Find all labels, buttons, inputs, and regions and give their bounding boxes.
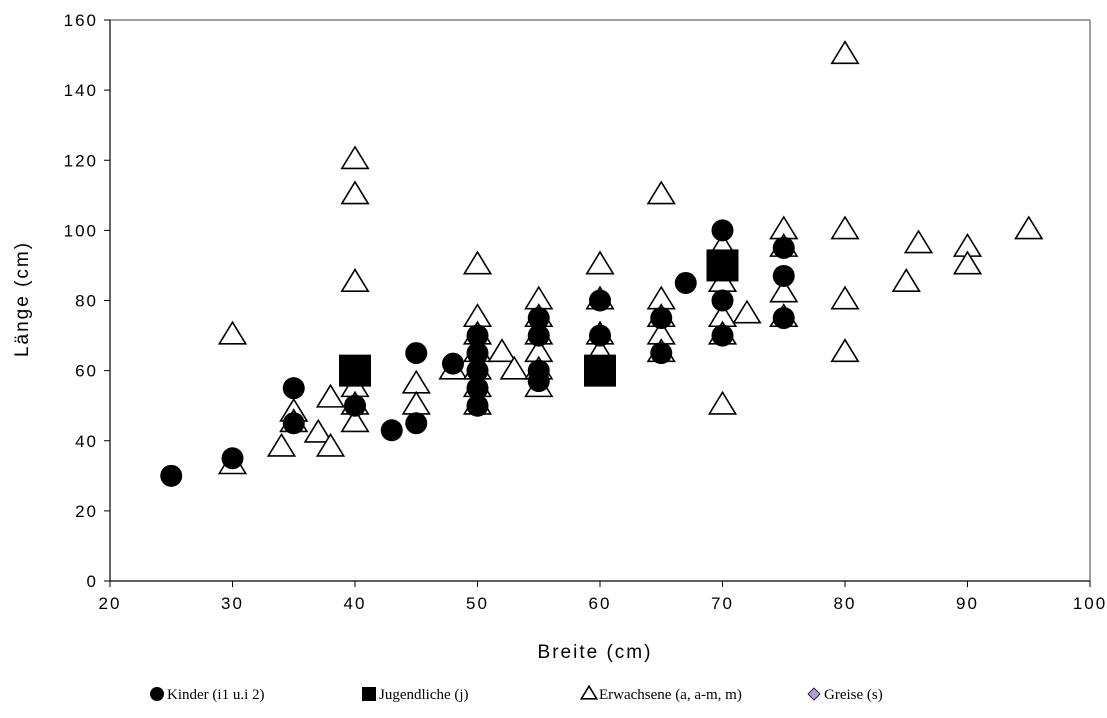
x-tick-label: 40 (344, 594, 367, 613)
data-point-circle (711, 324, 734, 347)
data-point-triangle (315, 432, 346, 457)
data-point-triangle (340, 180, 370, 205)
data-point-triangle (266, 432, 297, 457)
data-point-circle (466, 342, 489, 365)
y-tick-label: 20 (75, 502, 98, 521)
data-point-circle (160, 464, 183, 487)
data-point-triangle (732, 299, 762, 324)
data-point-circle (650, 307, 673, 330)
data-point-circle (674, 271, 697, 294)
data-point-triangle (891, 268, 921, 292)
y-tick-label: 160 (64, 11, 98, 30)
data-point-circle (466, 394, 489, 417)
data-point-circle (442, 352, 464, 375)
y-tick-label: 80 (75, 292, 98, 311)
x-tick-label: 80 (834, 594, 857, 613)
y-axis: 0 20 40 60 80 100 120 140 160 (64, 11, 110, 591)
y-tick-label: 0 (87, 572, 98, 591)
x-axis-title: Breite (cm) (538, 642, 653, 663)
y-tick-label: 60 (75, 362, 98, 381)
data-point-triangle (340, 268, 370, 292)
data-point-circle (711, 219, 734, 242)
data-point-circle (344, 394, 366, 417)
data-point-circle (772, 236, 795, 259)
x-tick-label: 70 (711, 594, 734, 613)
data-point-square (584, 354, 616, 387)
data-point-triangle (340, 145, 370, 170)
data-point-circle (282, 412, 305, 435)
legend-label: Erwachsene (a, a-m, m) (599, 687, 742, 703)
data-point-circle (711, 289, 734, 312)
data-point-circle (589, 324, 611, 347)
data-point-circle (282, 377, 305, 400)
x-tick-label: 90 (956, 594, 979, 613)
data-point-triangle (830, 215, 860, 240)
data-point-circle (405, 342, 428, 365)
data-point-circle (466, 377, 489, 400)
legend-marker-circle (150, 687, 164, 701)
x-tick-label: 30 (221, 594, 244, 613)
x-tick-label: 50 (466, 594, 489, 613)
data-point-triangle (707, 390, 738, 415)
x-tick-label: 100 (1073, 594, 1107, 613)
data-point-triangle (830, 338, 860, 363)
data-point-triangle (401, 369, 431, 394)
data-point-triangle (217, 320, 248, 345)
data-point-triangle (903, 229, 934, 254)
data-point-triangle (340, 408, 370, 433)
y-axis-title: Länge (cm) (12, 241, 33, 357)
data-point-triangle (585, 250, 615, 275)
data-point-triangle (646, 180, 676, 205)
legend-label: Kinder (i1 u.i 2) (167, 687, 264, 703)
x-tick-label: 20 (99, 594, 122, 613)
data-point-triangle (462, 250, 493, 275)
data-point-circle (650, 342, 673, 365)
data-point-triangle (315, 383, 346, 408)
data-point-triangle (830, 40, 860, 65)
data-point-circle (405, 412, 428, 435)
data-point-circle (772, 307, 795, 330)
x-axis: 20 30 40 50 60 70 80 90 100 (99, 581, 1107, 613)
data-point-circle (589, 289, 611, 312)
data-point-triangle (952, 250, 983, 275)
data-point-circle (527, 370, 550, 393)
data-point-square (339, 354, 371, 387)
y-tick-label: 100 (64, 221, 98, 240)
data-point-circle (221, 447, 244, 470)
y-tick-label: 40 (75, 432, 98, 451)
data-point-circle (527, 324, 550, 347)
y-tick-label: 140 (64, 81, 98, 100)
legend-marker-square (362, 687, 376, 701)
data-point-circle (772, 264, 795, 287)
data-point-triangle (401, 390, 431, 415)
data-point-circle (466, 324, 489, 347)
data-point-triangle (499, 355, 529, 380)
data-point-circle (527, 307, 550, 330)
data-point-triangle (830, 285, 860, 310)
legend-label: Jugendliche (j) (379, 687, 469, 703)
data-point-triangle (1014, 215, 1044, 240)
x-tick-label: 60 (589, 594, 612, 613)
data-point-circle (380, 419, 403, 442)
data-points (160, 40, 1044, 487)
legend: Kinder (i1 u.i 2) Jugendliche (j) Erwachse… (150, 684, 883, 703)
data-point-triangle (303, 418, 333, 443)
legend-marker-diamond (807, 687, 821, 701)
data-point-triangle (487, 338, 517, 363)
data-point-square (706, 249, 739, 282)
legend-marker-triangle (579, 684, 599, 700)
data-point-circle (466, 359, 489, 382)
y-tick-label: 120 (64, 151, 98, 170)
legend-label: Greise (s) (824, 687, 883, 703)
data-point-triangle (769, 278, 799, 303)
